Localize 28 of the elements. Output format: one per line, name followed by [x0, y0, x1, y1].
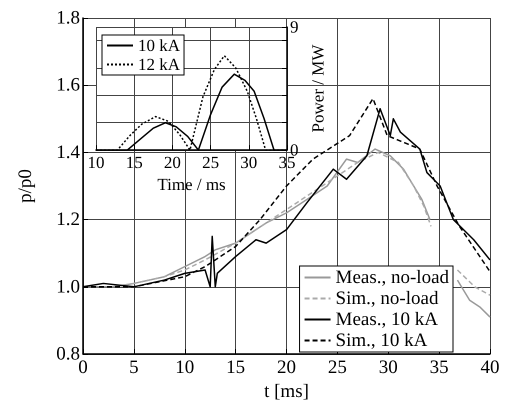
y-tick-label: 9 [290, 18, 298, 36]
y-tick-label: 1.6 [56, 74, 80, 96]
x-tick-label: 30 [378, 357, 398, 378]
x-tick-label: 25 [202, 153, 220, 172]
y-tick-label: 0.8 [56, 344, 80, 364]
x-tick-label: 15 [226, 357, 246, 378]
legend-label: Meas., 10 kA [336, 309, 438, 330]
x-tick-label: 25 [328, 357, 347, 378]
y-tick-label: 1.4 [56, 142, 80, 163]
x-tick-label: 10 [175, 357, 194, 378]
legend-label: Sim., no-load [336, 288, 439, 309]
x-tick-label: 20 [164, 153, 181, 172]
x-tick-label: 5 [129, 357, 139, 378]
y-tick-label: 1.2 [56, 209, 80, 230]
y-tick-label: 1.0 [56, 276, 80, 298]
x-tick-label: 40 [480, 357, 500, 378]
x-tick-label: 35 [430, 357, 449, 378]
legend-label: Meas., no-load [336, 267, 450, 288]
y-axis-title: Power / MW [308, 44, 328, 132]
y-axis-title: p/p0 [15, 169, 36, 203]
legend-label: Sim., 10 kA [336, 330, 428, 351]
x-tick-label: 10 [88, 153, 104, 172]
y-tick-label: 1.8 [56, 8, 80, 28]
legend-label: 10 kA [138, 36, 181, 55]
x-axis-title: t [ms] [264, 381, 309, 402]
legend-label: 12 kA [138, 55, 181, 74]
x-tick-label: 20 [277, 357, 296, 378]
x-tick-label: 30 [240, 153, 258, 172]
